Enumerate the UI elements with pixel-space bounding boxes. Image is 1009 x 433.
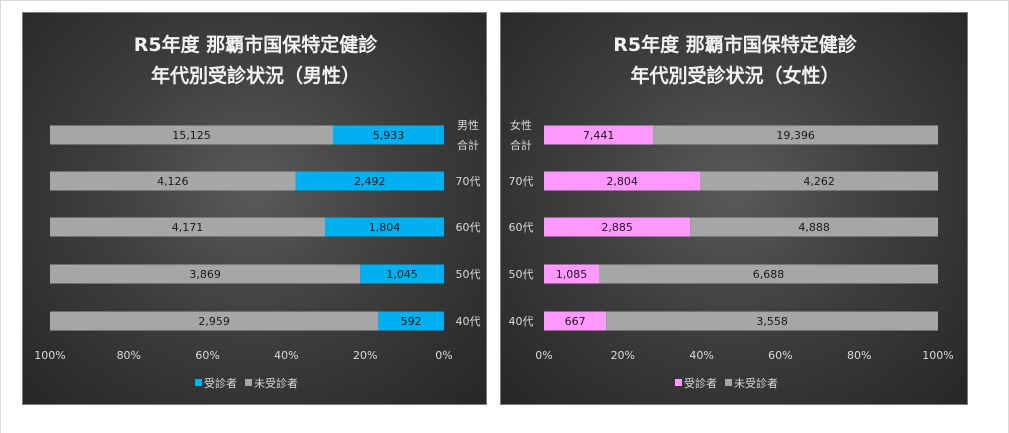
bar-examined <box>544 171 701 191</box>
data-label: 2,885 <box>601 221 633 234</box>
bar-unexamined <box>606 311 938 331</box>
chart-female: R5年度 那覇市国保特定健診 年代別受診状況（女性） 女性合計 70代 60代 50代 40… <box>500 12 968 405</box>
x-tick-label: 60% <box>195 349 219 362</box>
category-label: 合計 <box>510 138 532 152</box>
bar-unexamined <box>598 264 938 284</box>
data-label: 667 <box>565 315 586 328</box>
data-label: 6,688 <box>753 268 785 281</box>
legend-label: 未受診者 <box>254 376 298 390</box>
x-tick-label: 60% <box>768 349 792 362</box>
data-label: 592 <box>401 315 422 328</box>
chart-title-line-2: 年代別受診状況（女性） <box>630 64 839 87</box>
x-tick-label: 100% <box>34 349 65 362</box>
bar-unexamined <box>50 311 379 331</box>
data-label: 2,492 <box>354 175 386 188</box>
legend-swatch <box>195 379 202 386</box>
bar-examined <box>544 217 691 237</box>
category-label: 50代 <box>509 268 534 281</box>
data-label: 2,959 <box>198 315 230 328</box>
x-tick-label: 0% <box>435 349 452 362</box>
bar-unexamined <box>50 125 333 145</box>
bar-examined <box>295 171 444 191</box>
legend-swatch <box>675 379 682 386</box>
x-tick-label: 40% <box>689 349 713 362</box>
bar-examined <box>544 264 599 284</box>
legend-label: 未受診者 <box>734 376 778 390</box>
bar-unexamined <box>690 217 938 237</box>
bar-unexamined <box>700 171 938 191</box>
category-label: 男性 <box>457 118 479 132</box>
bar-examined <box>332 125 444 145</box>
legend-swatch <box>245 379 252 386</box>
category-label: 40代 <box>456 315 481 328</box>
bar-unexamined <box>50 264 361 284</box>
data-label: 1,045 <box>386 268 418 281</box>
data-label: 4,262 <box>803 175 835 188</box>
legend-label: 受診者 <box>204 376 237 390</box>
category-label: 60代 <box>456 221 481 234</box>
data-label: 1,804 <box>369 221 401 234</box>
bar-unexamined <box>653 125 938 145</box>
bar-examined <box>360 264 444 284</box>
x-tick-label: 80% <box>117 349 141 362</box>
data-label: 7,441 <box>583 129 615 142</box>
legend-swatch <box>725 379 732 386</box>
x-tick-label: 20% <box>353 349 377 362</box>
bar-unexamined <box>50 217 326 237</box>
bar-unexamined <box>50 171 296 191</box>
data-label: 15,125 <box>172 129 211 142</box>
category-label: 70代 <box>509 175 534 188</box>
chart-title-line-1: R5年度 那覇市国保特定健診 <box>134 33 378 56</box>
chart-male: R5年度 那覇市国保特定健診 年代別受診状況（男性） 男性合計 70代 60代 50代 40… <box>22 12 487 405</box>
data-label: 5,933 <box>373 129 405 142</box>
category-label: 合計 <box>457 138 479 152</box>
category-label: 60代 <box>509 221 534 234</box>
sheet-top-border <box>0 0 1009 1</box>
bar-examined <box>378 311 444 331</box>
bar-examined <box>544 311 607 331</box>
x-tick-label: 100% <box>922 349 953 362</box>
category-label: 女性 <box>510 118 532 132</box>
data-label: 2,804 <box>606 175 638 188</box>
x-tick-label: 40% <box>274 349 298 362</box>
bar-examined <box>544 125 654 145</box>
sheet-left-border <box>0 0 1 433</box>
data-label: 3,869 <box>189 268 221 281</box>
bar-examined <box>325 217 444 237</box>
category-label: 40代 <box>509 315 534 328</box>
x-tick-label: 0% <box>535 349 552 362</box>
chart-title-line-1: R5年度 那覇市国保特定健診 <box>613 33 857 56</box>
legend-label: 受診者 <box>684 376 717 390</box>
x-tick-label: 80% <box>847 349 871 362</box>
chart-title-line-2: 年代別受診状況（男性） <box>151 64 360 87</box>
data-label: 4,126 <box>157 175 189 188</box>
data-label: 4,171 <box>172 221 204 234</box>
x-tick-label: 20% <box>611 349 635 362</box>
category-label: 50代 <box>456 268 481 281</box>
category-label: 70代 <box>456 175 481 188</box>
data-label: 3,558 <box>756 315 788 328</box>
data-label: 1,085 <box>556 268 588 281</box>
data-label: 19,396 <box>776 129 815 142</box>
data-label: 4,888 <box>798 221 830 234</box>
